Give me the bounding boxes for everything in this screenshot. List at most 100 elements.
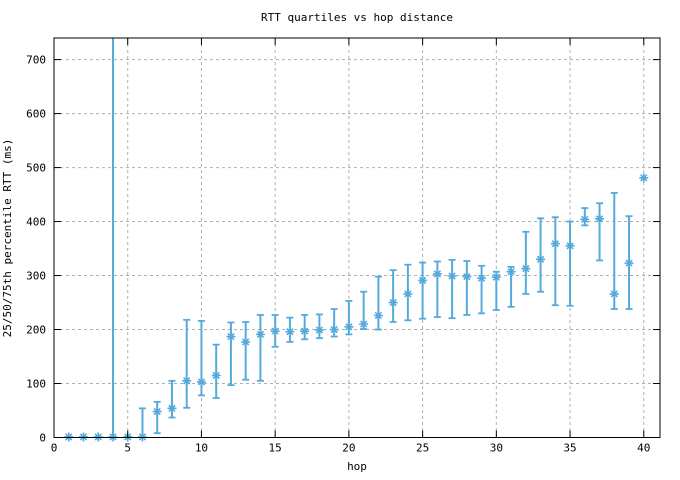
- median-marker-hop-15: [270, 326, 280, 336]
- data-point-hop-23: [388, 269, 398, 323]
- x-tick-label-35: 35: [563, 442, 576, 455]
- median-marker-hop-17: [300, 326, 310, 336]
- median-marker-hop-1: [64, 432, 74, 442]
- x-tick-label-30: 30: [490, 442, 503, 455]
- y-tick-label-700: 700: [26, 54, 46, 67]
- median-marker-hop-28: [462, 272, 472, 282]
- median-marker-hop-22: [373, 310, 383, 320]
- data-point-hop-40: [639, 173, 649, 183]
- y-tick-label-100: 100: [26, 378, 46, 391]
- median-marker-hop-3: [93, 432, 103, 442]
- data-point-hop-22: [373, 275, 383, 331]
- data-point-hop-18: [314, 313, 324, 340]
- data-point-hop-35: [565, 220, 575, 307]
- x-tick-label-0: 0: [51, 442, 58, 455]
- data-point-hop-21: [359, 290, 369, 330]
- median-marker-hop-27: [447, 271, 457, 281]
- x-axis-label: hop: [347, 460, 367, 473]
- data-point-hop-4: [108, 38, 118, 442]
- data-point-hop-1: [64, 432, 74, 442]
- data-point-hop-17: [300, 314, 310, 341]
- data-point-hop-10: [196, 319, 206, 397]
- median-marker-hop-8: [167, 403, 177, 413]
- median-marker-hop-6: [137, 432, 147, 442]
- data-point-hop-13: [241, 321, 251, 381]
- median-marker-hop-20: [344, 322, 354, 332]
- median-marker-hop-10: [196, 377, 206, 387]
- data-point-hop-19: [329, 308, 339, 338]
- median-marker-hop-19: [329, 325, 339, 335]
- data-point-hop-15: [270, 314, 280, 348]
- median-marker-hop-23: [388, 298, 398, 308]
- median-marker-hop-25: [418, 275, 428, 285]
- median-marker-hop-12: [226, 332, 236, 342]
- data-point-hop-39: [624, 215, 634, 310]
- data-point-hop-29: [477, 264, 487, 315]
- median-marker-hop-11: [211, 370, 221, 380]
- data-point-hop-28: [462, 260, 472, 316]
- median-marker-hop-40: [639, 173, 649, 183]
- median-marker-hop-32: [521, 264, 531, 274]
- gridlines: [53, 38, 660, 438]
- median-marker-hop-2: [78, 432, 88, 442]
- data-point-hop-37: [595, 202, 605, 262]
- data-point-hop-34: [550, 216, 560, 307]
- median-marker-hop-16: [285, 327, 295, 337]
- x-tick-label-10: 10: [195, 442, 208, 455]
- plot-frame: [53, 37, 661, 438]
- x-tick-label-15: 15: [269, 442, 282, 455]
- median-marker-hop-21: [359, 319, 369, 329]
- data-point-hop-24: [403, 263, 413, 322]
- median-marker-hop-30: [491, 272, 501, 282]
- median-marker-hop-24: [403, 289, 413, 299]
- data-point-hop-36: [580, 207, 590, 227]
- x-tick-label-5: 5: [124, 442, 131, 455]
- median-marker-hop-18: [314, 325, 324, 335]
- x-tick-label-25: 25: [416, 442, 429, 455]
- data-point-hop-38: [609, 192, 619, 310]
- median-marker-hop-35: [565, 241, 575, 251]
- median-marker-hop-4: [108, 432, 118, 442]
- median-marker-hop-7: [152, 407, 162, 417]
- y-axis-label: 25/50/75th percentile RTT (ms): [1, 139, 14, 338]
- median-marker-hop-38: [609, 289, 619, 299]
- data-point-hop-14: [255, 314, 265, 382]
- data-point-hop-3: [93, 432, 103, 442]
- data-point-hop-8: [167, 379, 177, 419]
- data-point-hop-27: [447, 258, 457, 320]
- y-tick-label-0: 0: [39, 432, 46, 445]
- data-series: [64, 38, 649, 442]
- x-tick-label-20: 20: [342, 442, 355, 455]
- x-tick-label-40: 40: [637, 442, 650, 455]
- y-tick-label-300: 300: [26, 270, 46, 283]
- median-marker-hop-26: [432, 269, 442, 279]
- y-tick-label-400: 400: [26, 216, 46, 229]
- data-point-hop-20: [344, 300, 354, 336]
- median-marker-hop-31: [506, 267, 516, 277]
- y-tick-label-600: 600: [26, 108, 46, 121]
- data-point-hop-2: [78, 432, 88, 442]
- data-point-hop-25: [418, 261, 428, 320]
- median-marker-hop-34: [550, 239, 560, 249]
- median-marker-hop-9: [182, 376, 192, 386]
- data-point-hop-7: [152, 400, 162, 435]
- data-point-hop-9: [182, 318, 192, 409]
- y-tick-label-200: 200: [26, 324, 46, 337]
- data-point-hop-16: [285, 316, 295, 343]
- data-point-hop-33: [536, 217, 546, 293]
- data-point-hop-32: [521, 230, 531, 295]
- median-marker-hop-14: [255, 329, 265, 339]
- y-tick-label-500: 500: [26, 162, 46, 175]
- data-point-hop-12: [226, 321, 236, 387]
- chart-title: RTT quartiles vs hop distance: [261, 11, 453, 24]
- data-point-hop-6: [137, 407, 147, 442]
- data-point-hop-31: [506, 266, 516, 308]
- median-marker-hop-13: [241, 337, 251, 347]
- median-marker-hop-39: [624, 258, 634, 268]
- median-marker-hop-36: [580, 214, 590, 224]
- median-marker-hop-33: [536, 254, 546, 264]
- median-marker-hop-29: [477, 273, 487, 283]
- data-point-hop-11: [211, 343, 221, 399]
